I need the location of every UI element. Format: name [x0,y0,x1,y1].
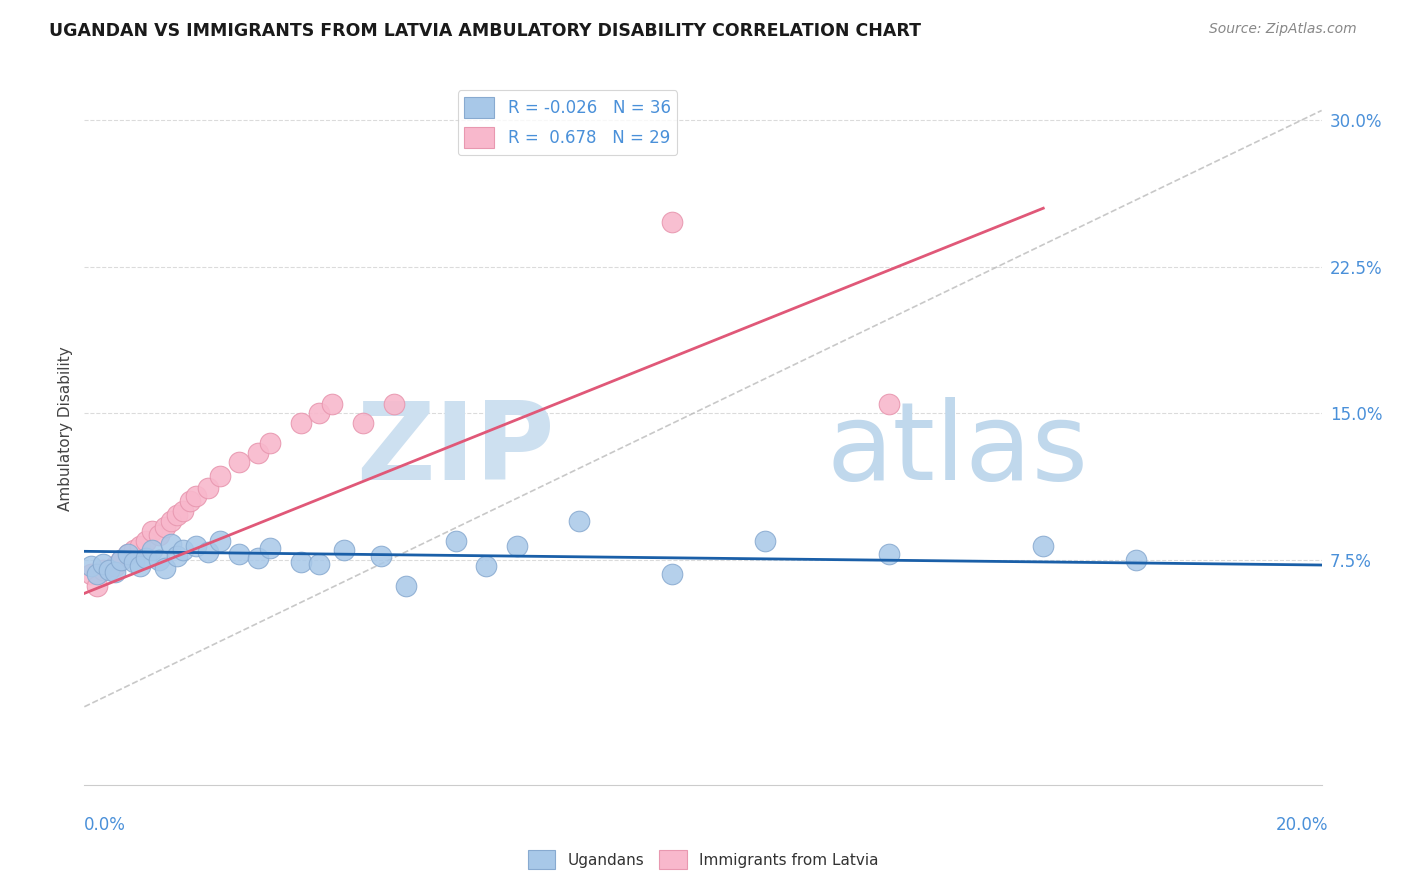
Text: atlas: atlas [827,397,1088,502]
Point [117,547,139,561]
Point [104,565,127,579]
Point [395,578,418,592]
Point [444,533,467,548]
Point [333,543,356,558]
Point [754,533,776,548]
Point [259,435,281,450]
Point [122,555,145,569]
Point [184,540,207,554]
Point [209,533,232,548]
Point [104,559,127,574]
Point [308,407,330,421]
Point [172,543,194,558]
Point [1125,553,1147,567]
Point [290,417,312,431]
Point [122,543,145,558]
Legend: R = -0.026   N = 36, R =  0.678   N = 29: R = -0.026 N = 36, R = 0.678 N = 29 [458,90,678,155]
Point [370,549,392,564]
Point [197,481,219,495]
Point [110,553,132,567]
Point [228,455,250,469]
Point [148,553,170,567]
Point [166,549,188,564]
Legend: Ugandans, Immigrants from Latvia: Ugandans, Immigrants from Latvia [522,844,884,875]
Point [98,563,121,577]
Point [117,547,139,561]
Point [290,555,312,569]
Point [475,559,498,574]
Text: 0.0%: 0.0% [84,816,127,834]
Point [129,540,152,554]
Point [91,563,114,577]
Point [246,551,269,566]
Point [184,489,207,503]
Point [352,417,374,431]
Point [86,578,108,592]
Point [129,559,152,574]
Point [506,540,529,554]
Point [110,553,132,567]
Point [148,527,170,541]
Point [568,514,591,528]
Point [79,566,101,581]
Point [160,537,183,551]
Point [1032,540,1054,554]
Point [308,557,330,571]
Point [321,397,343,411]
Point [246,445,269,459]
Point [259,541,281,556]
Point [197,545,219,559]
Text: ZIP: ZIP [356,397,554,502]
Point [877,397,900,411]
Y-axis label: Ambulatory Disability: Ambulatory Disability [58,346,73,510]
Point [877,547,900,561]
Text: 20.0%: 20.0% [1277,816,1329,834]
Point [209,469,232,483]
Point [141,543,163,558]
Point [160,514,183,528]
Point [661,215,683,229]
Point [86,566,108,581]
Point [141,524,163,538]
Point [135,551,157,566]
Text: Source: ZipAtlas.com: Source: ZipAtlas.com [1209,22,1357,37]
Point [91,557,114,571]
Point [382,397,405,411]
Point [153,561,176,575]
Point [179,494,201,508]
Point [135,533,157,548]
Text: UGANDAN VS IMMIGRANTS FROM LATVIA AMBULATORY DISABILITY CORRELATION CHART: UGANDAN VS IMMIGRANTS FROM LATVIA AMBULA… [49,22,921,40]
Point [79,559,101,574]
Point [172,504,194,518]
Point [661,566,683,581]
Point [153,520,176,534]
Point [166,508,188,523]
Point [228,547,250,561]
